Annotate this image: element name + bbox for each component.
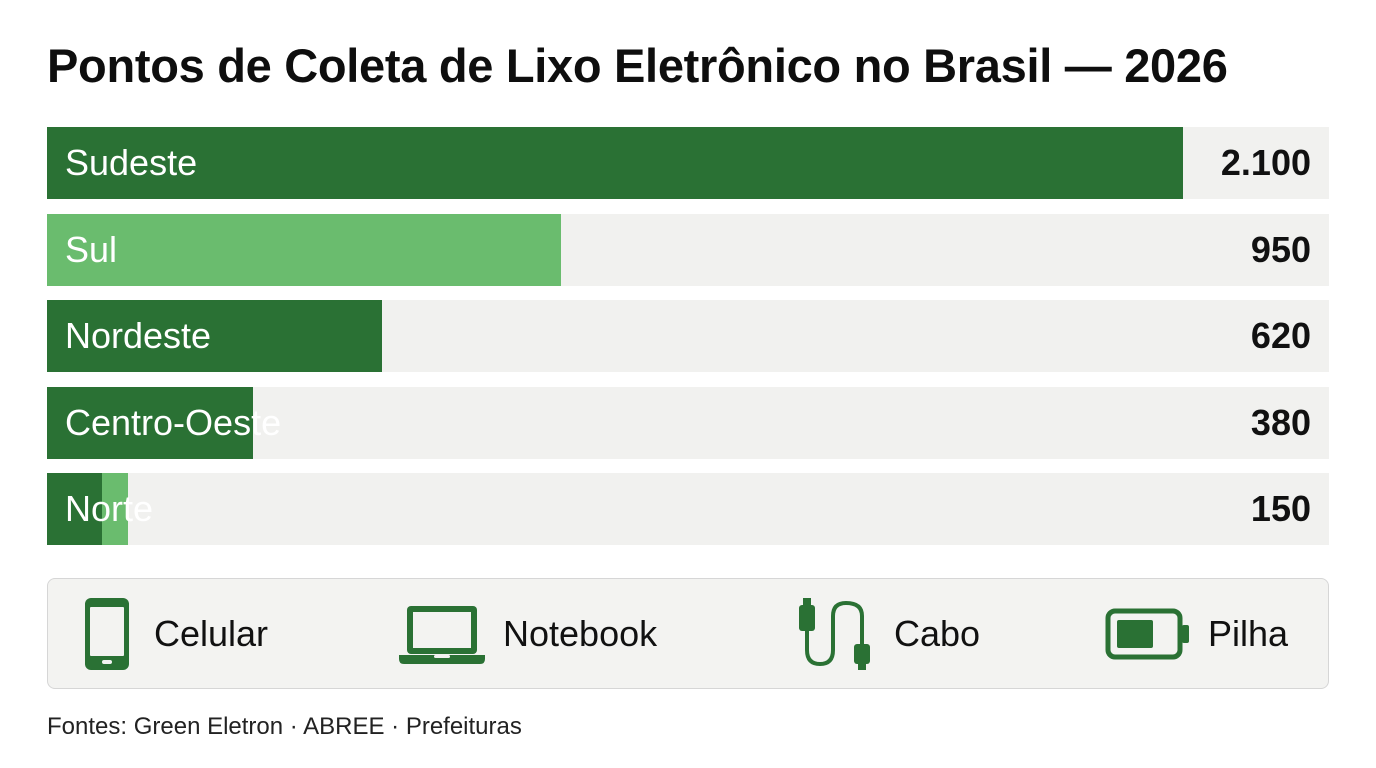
bar-segment-light	[102, 473, 128, 545]
bar-label: Norte	[65, 488, 154, 529]
smartphone-icon	[85, 598, 129, 670]
source-note: Fontes: Green Eletron · ABREE · Prefeitu…	[47, 713, 522, 740]
legend-label-notebook: Notebook	[503, 613, 658, 654]
bar-label: Sul	[65, 228, 118, 270]
bar-value-label: 150	[1250, 488, 1311, 529]
bar-value-label: 2.100	[1220, 142, 1311, 183]
bar-label: Sudeste	[65, 142, 198, 183]
bar-value-label: 380	[1250, 401, 1311, 443]
bar-row-centro-oeste: Centro-Oeste 380	[47, 386, 1329, 459]
bar-sul	[47, 213, 561, 286]
legend-label-celular: Celular	[154, 613, 269, 654]
bar-value-label: 950	[1250, 228, 1311, 270]
bar-chart: Sudeste 2.100 Sul 950 Nordeste 620 Centro-Oest…	[47, 127, 1329, 545]
bar-segment-dark	[47, 473, 102, 545]
chart-title: Pontos de Coleta de Lixo Eletrônico no B…	[47, 39, 1228, 92]
bar-nordeste	[47, 300, 382, 372]
device-legend: Celular Notebook Cabo Pilha	[47, 578, 1329, 689]
bar-centro-oeste	[47, 386, 253, 459]
legend-label-cabo: Cabo	[894, 613, 981, 654]
bar-value-label: 620	[1250, 315, 1311, 356]
bar-label: Nordeste	[65, 315, 212, 356]
bar-row-sul: Sul 950	[47, 213, 1329, 286]
bar-sudeste	[47, 127, 1183, 199]
usb-cable-icon	[799, 598, 870, 670]
bar-row-nordeste: Nordeste 620	[47, 300, 1329, 372]
laptop-icon	[399, 606, 485, 664]
bar-row-sudeste: Sudeste 2.100	[47, 127, 1329, 199]
bar-label: Centro-Oeste	[65, 401, 282, 443]
bar-row-norte: Norte 150	[47, 473, 1329, 545]
legend-label-pilha: Pilha	[1208, 613, 1289, 654]
bar-norte	[47, 473, 128, 545]
battery-icon	[1105, 608, 1189, 660]
